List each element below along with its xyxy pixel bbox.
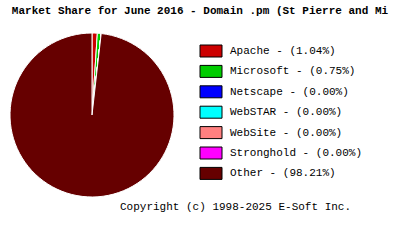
svg-text:Apache - (1.04%): Apache - (1.04%)	[230, 45, 336, 57]
svg-text:Netscape - (0.00%): Netscape - (0.00%)	[230, 86, 349, 98]
svg-text:WebSite - (0.00%): WebSite - (0.00%)	[230, 127, 342, 139]
svg-text:WebSTAR - (0.00%): WebSTAR - (0.00%)	[230, 106, 342, 118]
svg-text:Other - (98.21%): Other - (98.21%)	[230, 167, 336, 179]
svg-text:Copyright (c) 1998-2025 E-Soft: Copyright (c) 1998-2025 E-Soft Inc.	[120, 201, 351, 213]
svg-text:Microsoft - (0.75%): Microsoft - (0.75%)	[230, 65, 355, 77]
svg-text:Stronghold - (0.00%): Stronghold - (0.00%)	[230, 147, 362, 159]
svg-text:Market Share for June 2016 - D: Market Share for June 2016 - Domain .pm …	[12, 5, 389, 17]
